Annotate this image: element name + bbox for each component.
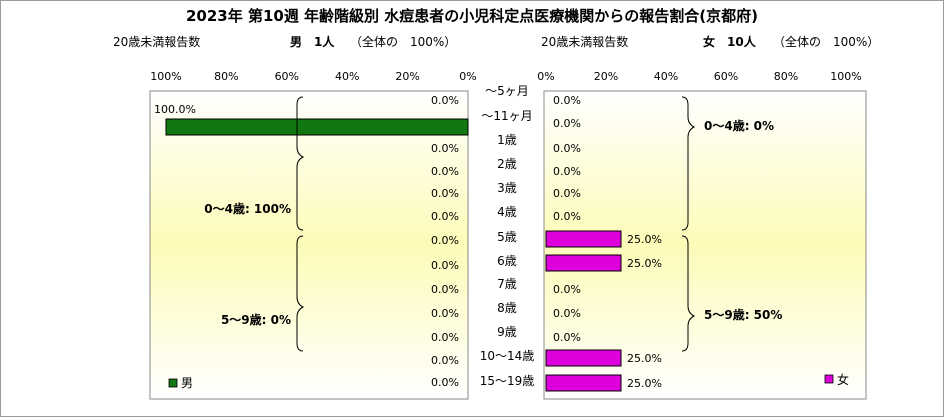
male-data-label: 0.0% xyxy=(431,307,459,320)
female-x-tick-label: 40% xyxy=(654,70,678,83)
female-bar xyxy=(545,349,622,367)
male-data-label: 0.0% xyxy=(431,165,459,178)
female-data-label: 0.0% xyxy=(553,165,581,178)
male-header-prefix: 20歳未満報告数 xyxy=(113,34,200,49)
male-data-label: 0.0% xyxy=(431,354,459,367)
male-data-label: 0.0% xyxy=(431,94,459,107)
female-data-label: 25.0% xyxy=(627,257,662,270)
male-data-label: 0.0% xyxy=(431,210,459,223)
female-data-label: 0.0% xyxy=(553,307,581,320)
male-header-count: 男 1人 xyxy=(290,34,335,49)
female-bracket-0-4 xyxy=(681,96,696,231)
female-group-label-0-4: 0～4歳: 0% xyxy=(704,118,774,133)
male-data-label: 0.0% xyxy=(431,259,459,272)
male-data-label: 0.0% xyxy=(431,331,459,344)
male-x-tick-label: 0% xyxy=(459,70,476,83)
male-x-tick-label: 100% xyxy=(150,70,181,83)
female-bar xyxy=(545,230,622,248)
male-group-label-5-9: 5～9歳: 0% xyxy=(221,312,291,327)
female-data-label: 0.0% xyxy=(553,331,581,344)
female-data-label: 0.0% xyxy=(553,187,581,200)
category-label: 2歳 xyxy=(497,157,517,171)
male-header-total: （全体の 100%） xyxy=(350,34,456,49)
female-data-label: 25.0% xyxy=(627,233,662,246)
category-label: ～5ヶ月 xyxy=(485,84,529,98)
female-legend-label: 女 xyxy=(837,372,849,387)
female-bar xyxy=(545,374,622,392)
female-header-prefix: 20歳未満報告数 xyxy=(541,34,628,49)
category-label: ～11ヶ月 xyxy=(481,109,532,123)
female-bracket-5-9 xyxy=(681,235,696,352)
category-label: 5歳 xyxy=(497,230,517,244)
category-label: 3歳 xyxy=(497,181,517,195)
female-data-label: 25.0% xyxy=(627,377,662,390)
male-x-tick-label: 80% xyxy=(214,70,238,83)
male-bracket-0-4 xyxy=(296,96,305,231)
female-data-label: 0.0% xyxy=(553,94,581,107)
female-data-label: 0.0% xyxy=(553,210,581,223)
female-header-count: 女 10人 xyxy=(703,34,757,49)
female-legend-swatch xyxy=(824,374,834,384)
female-x-tick-label: 60% xyxy=(714,70,738,83)
male-legend-swatch xyxy=(168,378,178,388)
category-label: 1歳 xyxy=(497,133,517,147)
female-data-label: 0.0% xyxy=(553,283,581,296)
category-label: 8歳 xyxy=(497,301,517,315)
male-data-label: 0.0% xyxy=(431,283,459,296)
male-data-label: 0.0% xyxy=(431,376,459,389)
category-label: 10～14歳 xyxy=(480,349,535,363)
female-x-tick-label: 0% xyxy=(537,70,554,83)
category-label: 7歳 xyxy=(497,277,517,291)
male-data-label: 0.0% xyxy=(431,234,459,247)
male-data-label: 100.0% xyxy=(154,103,196,116)
male-x-tick-label: 40% xyxy=(335,70,359,83)
category-label: 15～19歳 xyxy=(480,374,535,388)
male-bar xyxy=(165,118,469,136)
female-x-tick-label: 20% xyxy=(594,70,618,83)
male-legend-label: 男 xyxy=(181,376,193,390)
female-group-label-5-9: 5～9歳: 50% xyxy=(704,307,782,322)
male-group-label-0-4: 0～4歳: 100% xyxy=(204,201,291,216)
male-x-tick-label: 60% xyxy=(275,70,299,83)
female-x-tick-label: 100% xyxy=(830,70,861,83)
female-data-label: 0.0% xyxy=(553,142,581,155)
female-bar xyxy=(545,254,622,272)
male-data-label: 0.0% xyxy=(431,187,459,200)
male-plot-area xyxy=(149,90,469,400)
category-label: 9歳 xyxy=(497,325,517,339)
female-data-label: 25.0% xyxy=(627,352,662,365)
male-bracket-5-9 xyxy=(296,235,305,352)
male-data-label: 0.0% xyxy=(431,142,459,155)
category-label: 4歳 xyxy=(497,205,517,219)
male-x-tick-label: 20% xyxy=(395,70,419,83)
category-label: 6歳 xyxy=(497,254,517,268)
chart-title: 2023年 第10週 年齢階級別 水痘患者の小児科定点医療機関からの報告割合(京… xyxy=(186,7,758,25)
female-header-total: （全体の 100%） xyxy=(773,34,879,49)
female-x-tick-label: 80% xyxy=(774,70,798,83)
female-data-label: 0.0% xyxy=(553,117,581,130)
